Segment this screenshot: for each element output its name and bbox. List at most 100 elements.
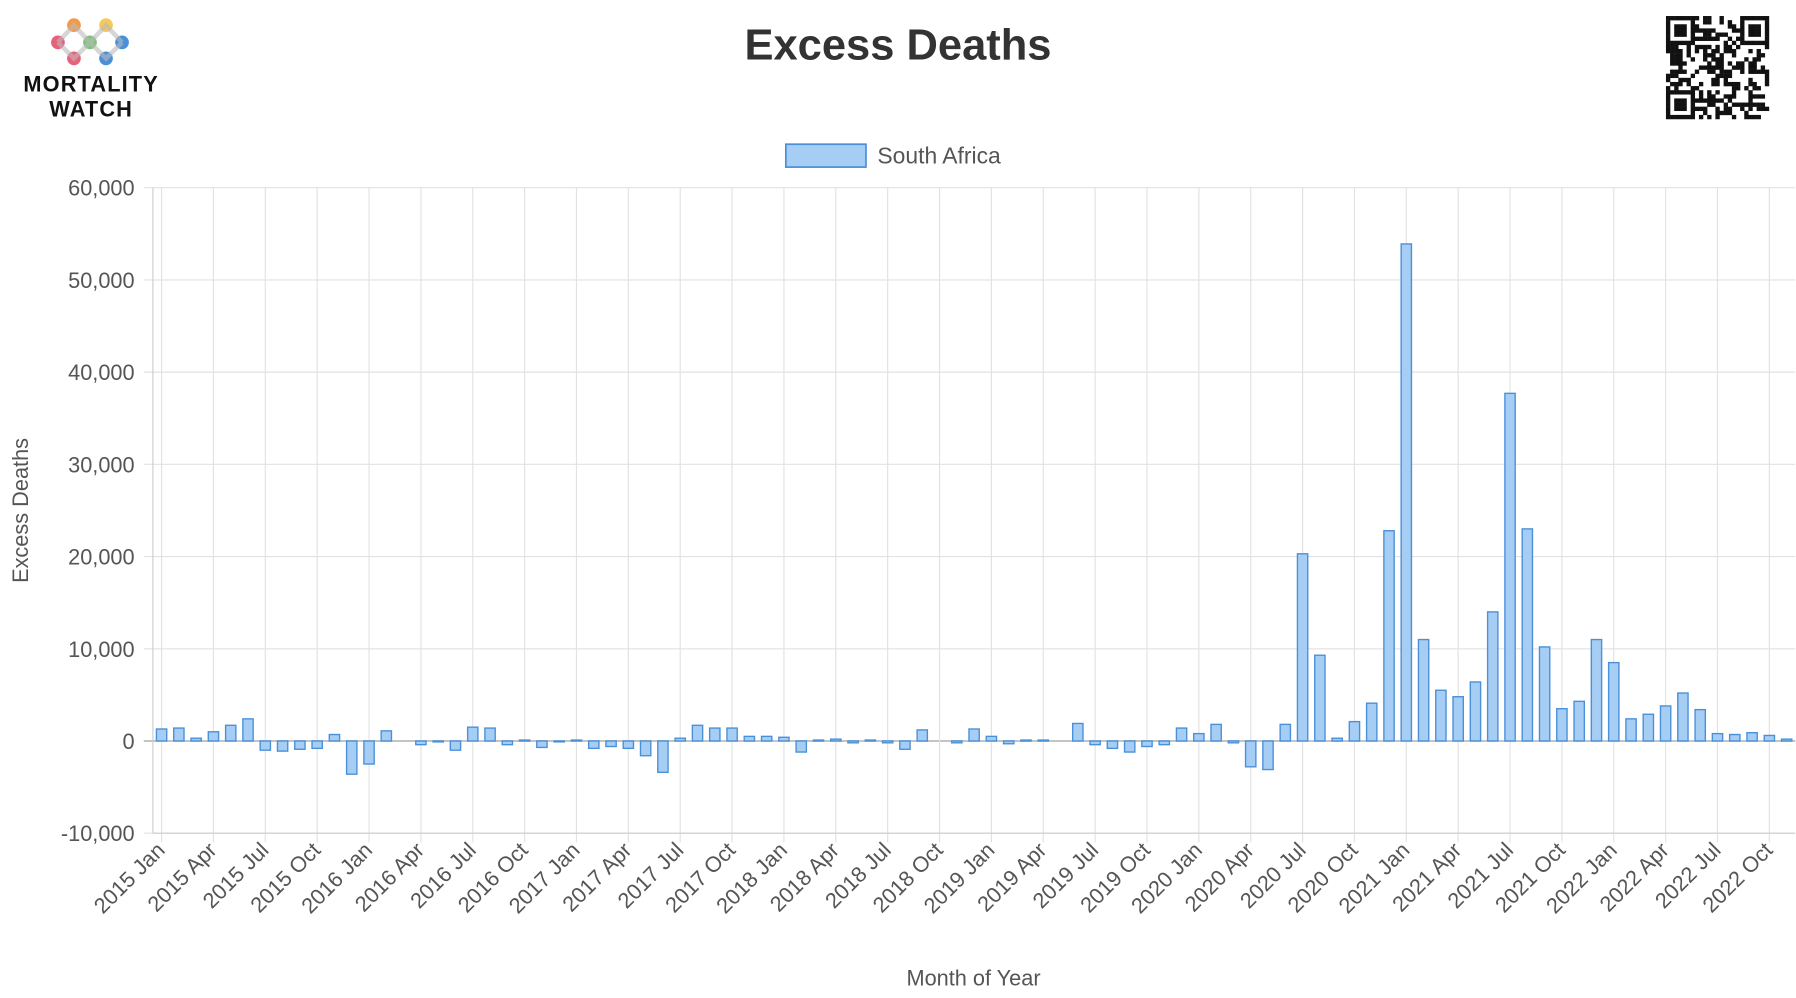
qr-cell [1711,65,1716,70]
qr-cell [1760,106,1766,112]
qr-cell [1744,57,1749,62]
y-tick-label: 10,000 [68,637,134,662]
bar [639,740,652,757]
qr-cell [1715,73,1720,79]
qr-cell [1735,65,1741,70]
bar [1002,740,1015,745]
qr-cell [1752,32,1757,37]
y-axis-label: Excess Deaths [8,438,33,583]
bar [1175,727,1188,742]
qr-cell [1731,40,1737,46]
qr-cell [1690,24,1696,29]
qr-cell [1723,110,1728,116]
qr-cell [1756,106,1761,112]
qr-cell [1707,44,1712,50]
qr-cell [1698,44,1704,50]
qr-cell [1707,61,1712,66]
qr-cell [1703,65,1708,70]
qr-cell [1703,53,1708,58]
bar [294,740,306,750]
qr-cell [1698,28,1704,33]
qr-cell [1694,106,1700,112]
y-tick-label: 50,000 [68,268,134,293]
bar [708,727,721,742]
qr-cell [1674,32,1679,37]
qr-cell [1665,86,1671,91]
qr-cell [1686,81,1691,87]
qr-cell [1727,73,1733,79]
x-axis-label: Month of Year [906,965,1040,990]
bar [1452,696,1465,742]
qr-cell [1748,106,1753,112]
qr-cell [1682,77,1687,83]
legend-label: South Africa [877,143,1001,169]
qr-cell [1727,106,1733,112]
bar [1089,740,1101,746]
qr-cell [1727,69,1733,74]
qr-cell [1707,114,1712,120]
bar [259,740,272,751]
qr-cell [1740,28,1745,33]
qr-cell [1735,36,1741,41]
bar [449,740,462,751]
qr-cell [1735,102,1741,107]
qr-cell [1678,102,1683,107]
qr-cell [1665,32,1671,37]
qr-cell [1731,24,1737,29]
qr-cell [1682,69,1687,74]
qr-cell [1707,36,1712,41]
qr-cell [1690,16,1696,21]
bar [1573,700,1586,742]
qr-cell [1748,98,1753,103]
qr-cell [1665,73,1671,79]
qr-cell [1674,106,1679,112]
bar [829,738,842,742]
qr-cell [1752,40,1757,46]
qr-cell [1756,57,1761,62]
qr-cell [1764,36,1770,41]
bar [501,740,514,746]
qr-cell [1698,36,1704,41]
bar [1296,553,1309,742]
qr-cell [1678,98,1683,103]
qr-cell [1678,77,1683,83]
bar [1711,732,1724,742]
qr-cell [1670,90,1675,95]
qr-cell [1764,40,1770,46]
qr-cell [1735,61,1741,66]
qr-cell [1719,98,1724,103]
bar [518,739,531,742]
qr-code [1665,16,1770,120]
qr-cell [1674,98,1679,103]
qr-cell [1740,65,1745,70]
bar [1780,738,1793,742]
qr-cell [1756,102,1761,107]
bar [1746,731,1758,742]
qr-cell [1748,77,1753,83]
qr-cell [1764,32,1770,37]
qr-cell [1707,20,1712,25]
qr-cell [1670,81,1675,87]
qr-cell [1723,81,1728,87]
y-tick-label: 0 [123,729,135,754]
bar [1400,243,1413,742]
qr-cell [1719,110,1724,116]
qr-cell [1686,90,1691,95]
qr-cell [1682,40,1687,46]
qr-cell [1748,65,1753,70]
qr-cell [1674,53,1679,58]
qr-cell [1740,32,1745,37]
qr-cell [1694,48,1700,54]
qr-cell [1711,48,1716,54]
qr-cell [1764,77,1770,83]
qr-cell [1715,61,1720,66]
qr-cell [1756,94,1761,99]
qr-cell [1698,90,1704,95]
qr-cell [1686,44,1691,50]
qr-cell [1731,48,1737,54]
qr-cell [1665,90,1671,95]
qr-cell [1719,73,1724,79]
bar [1037,739,1050,742]
qr-cell [1686,114,1691,120]
qr-cell [1744,102,1749,107]
